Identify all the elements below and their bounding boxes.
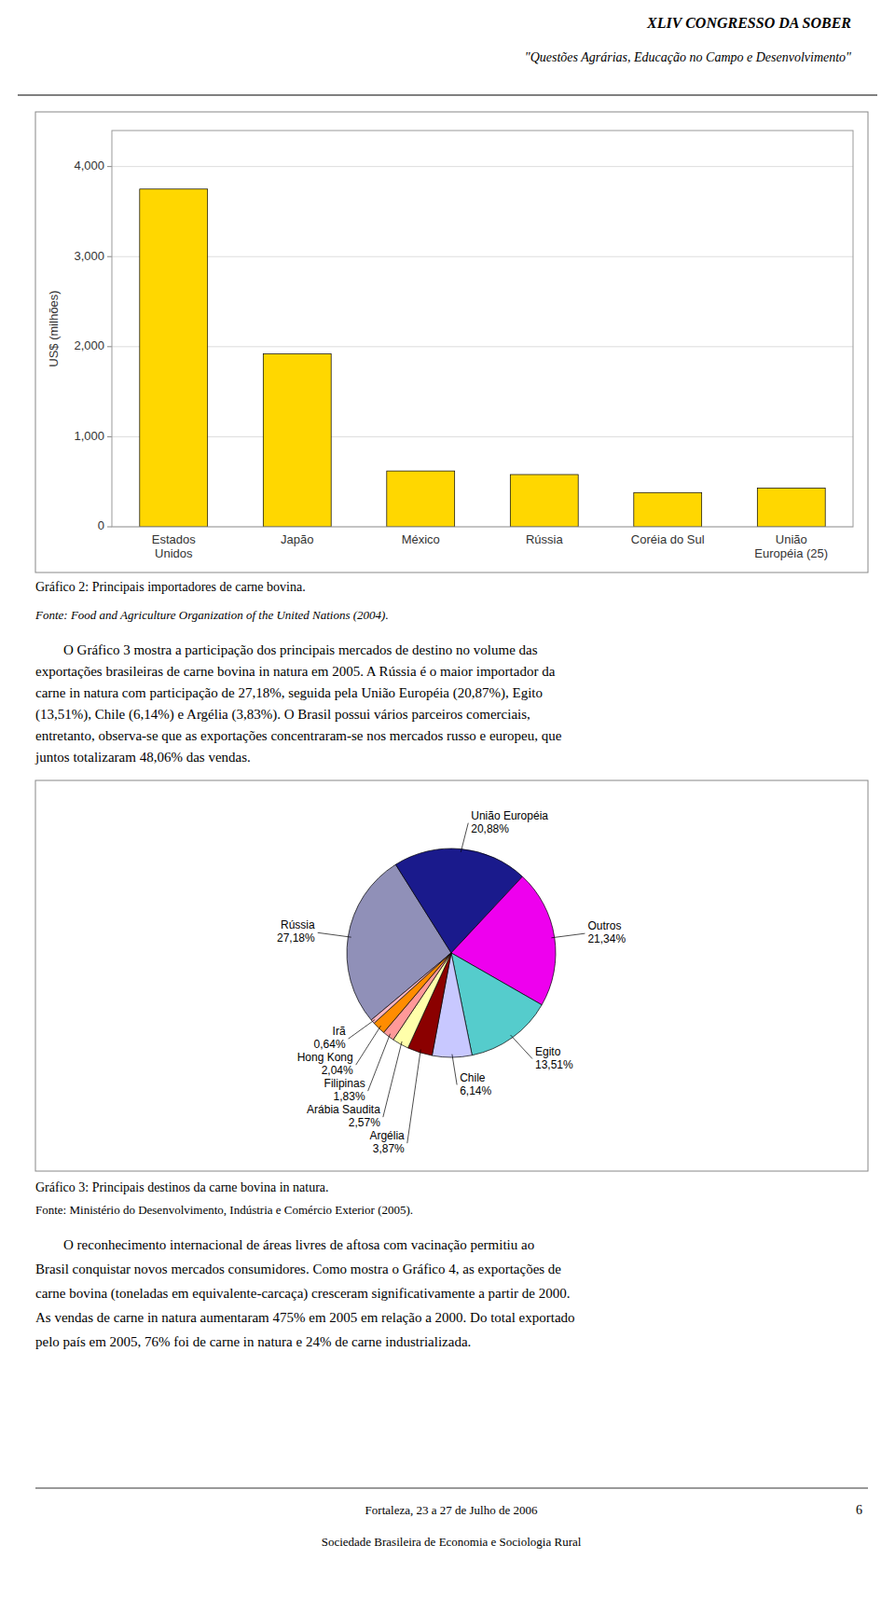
leader-line xyxy=(452,1054,457,1086)
category-label-line: Estados xyxy=(151,532,196,547)
tick-label: 1,000 xyxy=(73,428,105,443)
leader-line xyxy=(348,1018,376,1039)
body-text: (13,51%), Chile (6,14%) e Argélia (3,83%… xyxy=(35,706,531,723)
grid-line xyxy=(111,345,854,347)
slice-name: Rússia xyxy=(280,918,316,932)
body-text: exportações brasileiras de carne bovina … xyxy=(35,663,556,679)
tick-label: 2,000 xyxy=(73,338,105,353)
leader-line xyxy=(407,1049,421,1144)
tick-mark xyxy=(107,436,112,438)
axis-title: US$ (milhões) xyxy=(46,289,61,367)
tick-mark xyxy=(107,526,112,528)
footer-rule xyxy=(35,1487,868,1489)
chart-box xyxy=(35,780,868,1171)
grid-line xyxy=(111,436,854,438)
category-label: Japão xyxy=(280,532,314,547)
header-subtitle: "Questões Agrárias, Educação no Campo e … xyxy=(524,50,852,65)
leader-line xyxy=(383,1041,402,1117)
data-label: 21,34% xyxy=(587,932,626,946)
category-label: EstadosUnidos xyxy=(151,532,196,561)
chart-box xyxy=(35,111,868,573)
tick-mark xyxy=(107,165,112,167)
body-text: carne in natura com participação de 27,1… xyxy=(35,685,543,702)
leader-line xyxy=(510,1034,533,1059)
body-text: carne bovina (toneladas em equivalente-c… xyxy=(35,1285,570,1302)
leader-line xyxy=(356,1025,382,1065)
data-label: 2,57% xyxy=(348,1115,381,1130)
category-label-line: Rússia xyxy=(525,532,565,547)
chart-caption: Gráfico 3: Principais destinos da carne … xyxy=(35,1180,330,1195)
pie-slice xyxy=(371,952,452,1023)
slice-name: Irã xyxy=(332,1024,346,1038)
pie-slice xyxy=(373,952,452,1033)
leader-line xyxy=(550,933,585,938)
body-text: pelo país em 2005, 76% foi de carne in n… xyxy=(35,1334,471,1350)
category-label-line: México xyxy=(401,532,441,547)
page-number: 6 xyxy=(855,1502,863,1517)
slice-name: Filipinas xyxy=(324,1076,366,1090)
header-rule xyxy=(17,95,878,97)
data-label: 20,88% xyxy=(470,822,510,836)
bar xyxy=(139,189,208,527)
tick-label: 3,000 xyxy=(73,248,105,263)
body-text: Brasil conquistar novos mercados consumi… xyxy=(35,1261,562,1277)
data-label: 0,64% xyxy=(314,1037,346,1051)
leader-line xyxy=(460,823,469,853)
footer-text: Sociedade Brasileira de Economia e Socio… xyxy=(321,1534,582,1549)
chart-source: Fonte: Ministério do Desenvolvimento, In… xyxy=(35,1202,414,1217)
grid-line xyxy=(111,256,854,258)
slice-name: Chile xyxy=(459,1071,486,1085)
footer-text: Fortaleza, 23 a 27 de Julho de 2006 xyxy=(365,1502,538,1517)
category-label-line: União xyxy=(775,532,808,547)
slice-name: Argélia xyxy=(369,1129,405,1143)
body-text: O Gráfico 3 mostra a participação dos pr… xyxy=(35,642,538,658)
tick-label: 0 xyxy=(97,518,105,533)
category-label: México xyxy=(401,532,441,547)
data-label: 1,83% xyxy=(333,1089,366,1103)
pie-slice xyxy=(383,952,452,1040)
bar xyxy=(633,492,703,527)
bar xyxy=(386,470,455,527)
data-label: 13,51% xyxy=(535,1058,574,1072)
grid-line xyxy=(111,165,854,167)
slice-name: Outros xyxy=(587,919,621,933)
category-label: Rússia xyxy=(525,532,565,547)
body-text: As vendas de carne in natura aumentaram … xyxy=(35,1309,576,1325)
category-label-line: Européia (25) xyxy=(754,546,828,561)
category-label-line: Japão xyxy=(280,532,314,547)
slice-name: Egito xyxy=(535,1045,562,1059)
data-label: 3,87% xyxy=(372,1142,405,1156)
category-label-line: Coréia do Sul xyxy=(631,532,705,547)
category-label: Coréia do Sul xyxy=(631,532,705,547)
leader-line xyxy=(317,932,352,937)
bar xyxy=(262,354,331,527)
chart-source: Fonte: Food and Agriculture Organization… xyxy=(34,607,389,622)
pie-chart: Rússia27,18% União Européia20,88% Outros21… xyxy=(276,809,626,1156)
leader-line xyxy=(368,1033,391,1091)
body-text: O reconhecimento internacional de áreas … xyxy=(35,1237,535,1253)
plot-frame xyxy=(111,130,854,527)
header-title: XLIV CONGRESSO DA SOBER xyxy=(646,14,852,31)
bar xyxy=(509,474,579,527)
slice-name: Hong Kong xyxy=(297,1050,354,1064)
bar-chart: 0 1,000 2,000 3,000 4,000 EstadosUnidos Japão M… xyxy=(46,130,854,561)
data-label: 27,18% xyxy=(276,931,316,945)
category-label-line: Unidos xyxy=(154,546,193,561)
body-text: juntos totalizaram 48,06% das vendas. xyxy=(34,749,251,765)
bars xyxy=(139,189,826,527)
category-label: UniãoEuropéia (25) xyxy=(754,532,828,561)
body-text: entretanto, observa-se que as exportaçõe… xyxy=(35,728,563,744)
data-label: 2,04% xyxy=(321,1063,354,1077)
tick-label: 4,000 xyxy=(73,158,105,173)
tick-mark xyxy=(107,256,112,258)
page: XLIV CONGRESSO DA SOBER "Questões Agrária… xyxy=(0,0,895,1600)
bar xyxy=(757,487,826,527)
chart-caption: Gráfico 2: Principais importadores de ca… xyxy=(35,579,306,594)
data-label: 6,14% xyxy=(459,1084,492,1098)
slice-name: União Européia xyxy=(470,809,549,823)
slice-name: Arábia Saudita xyxy=(306,1102,381,1116)
tick-mark xyxy=(107,345,112,347)
